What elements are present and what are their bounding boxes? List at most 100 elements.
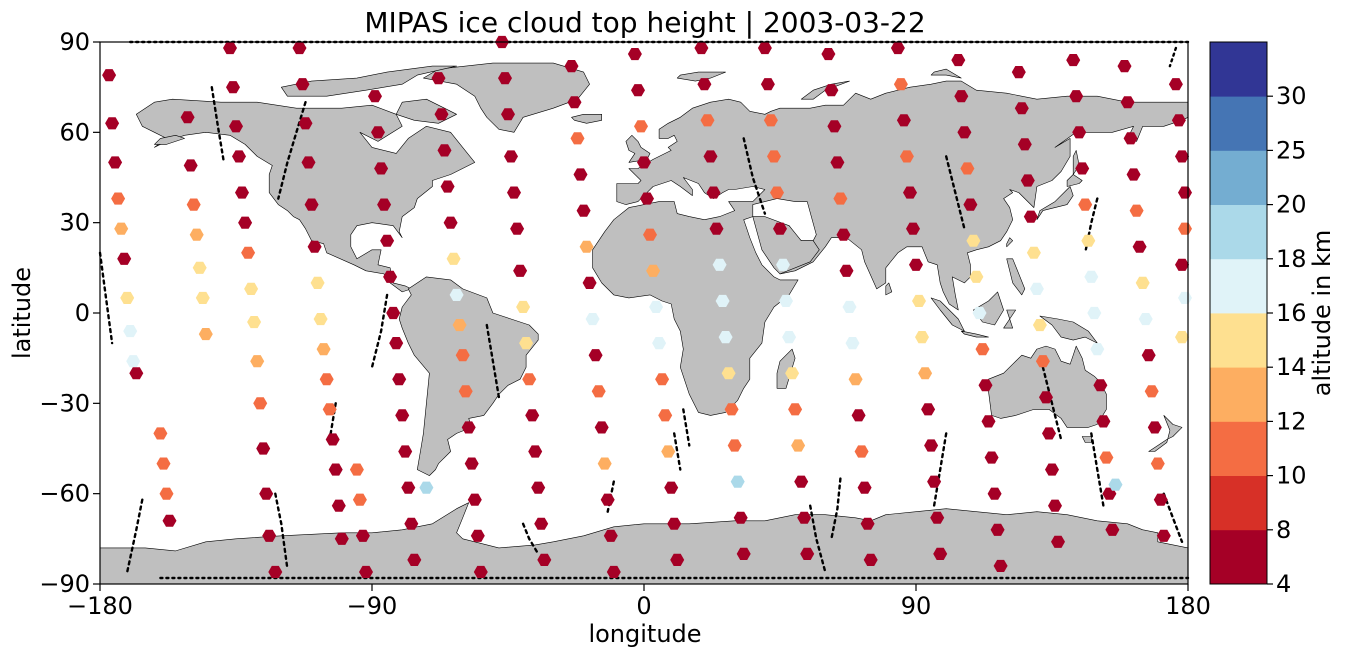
cloud-point-marker	[652, 337, 667, 350]
y-tick-label: 0	[75, 299, 90, 327]
colorbar-tick-label: 4	[1276, 570, 1291, 598]
cloud-point-marker	[733, 511, 748, 524]
cloud-point-marker	[845, 337, 860, 350]
great-britain-land	[625, 135, 651, 163]
cloud-point-marker	[1108, 478, 1123, 491]
cloud-point-marker	[842, 300, 857, 313]
cloud-point-marker	[978, 379, 993, 392]
cloud-point-marker	[736, 547, 751, 560]
cloud-point-marker	[863, 553, 878, 566]
cloud-point-marker	[1069, 90, 1084, 103]
cloud-point-marker	[407, 553, 422, 566]
cloud-point-marker	[700, 114, 715, 127]
colorbar-band	[1210, 475, 1267, 531]
cloud-point-marker	[727, 439, 742, 452]
cloud-point-marker	[1023, 210, 1038, 223]
cloud-point-marker	[513, 264, 528, 277]
cloud-point-marker	[268, 565, 283, 578]
cloud-point-marker	[951, 54, 966, 67]
cloud-point-marker	[570, 132, 585, 145]
colorbar-band	[1210, 421, 1267, 476]
cloud-point-marker	[655, 373, 670, 386]
cloud-point-marker	[446, 252, 461, 265]
cloud-point-marker	[473, 565, 488, 578]
cloud-point-marker	[189, 228, 204, 241]
cloud-point-marker	[839, 264, 854, 277]
cloud-point-marker	[1126, 168, 1141, 181]
hokkaido-land	[1066, 174, 1083, 187]
cloud-point-marker	[180, 111, 195, 124]
sumatra-land	[930, 297, 965, 332]
cloud-point-marker	[791, 439, 806, 452]
cloud-point-marker	[703, 150, 718, 163]
cloud-point-marker	[501, 108, 515, 121]
colorbar-tick-label: 12	[1276, 407, 1307, 435]
cloud-point-marker	[776, 258, 790, 271]
cloud-point-marker	[715, 294, 730, 307]
satellite-track	[809, 504, 827, 574]
cloud-point-marker	[368, 90, 382, 103]
cloud-point-marker	[1042, 427, 1056, 440]
cloud-point-marker	[114, 222, 129, 235]
alaska-peninsula-land	[154, 135, 185, 145]
cloud-point-marker	[504, 150, 518, 163]
cloud-point-marker	[600, 493, 615, 506]
cloud-point-marker	[319, 373, 334, 386]
cloud-point-marker	[573, 168, 588, 181]
cloud-point-marker	[389, 337, 404, 350]
cloud-point-marker	[349, 463, 364, 476]
cloud-point-marker	[431, 72, 446, 85]
cloud-point-marker	[525, 409, 540, 422]
colorbar-tick-label: 25	[1276, 136, 1307, 164]
world-land-map	[99, 62, 1189, 585]
cloud-point-marker	[857, 481, 872, 494]
cloud-point-marker	[1129, 204, 1144, 217]
cloud-point-marker	[757, 42, 772, 55]
chart-title: MIPAS ice cloud top height | 2003-03-22	[364, 6, 925, 39]
cloud-point-marker	[990, 523, 1005, 536]
y-tick-label: 90	[59, 28, 90, 56]
satellite-track	[932, 432, 948, 507]
arctic-islands-land	[280, 65, 457, 97]
cloud-point-marker	[821, 48, 836, 61]
cloud-point-marker	[773, 222, 787, 235]
cloud-point-marker	[262, 529, 277, 542]
cloud-point-marker	[352, 493, 367, 506]
cloud-point-marker	[355, 529, 370, 542]
colorbar-tick-label: 16	[1276, 299, 1307, 327]
cloud-point-marker	[854, 445, 869, 458]
cloud-point-marker	[927, 475, 942, 488]
satellite-track	[125, 498, 144, 574]
cloud-point-marker	[298, 117, 313, 130]
cloud-point-marker	[1099, 451, 1114, 464]
cloud-point-marker	[404, 517, 419, 530]
cloud-point-marker	[223, 42, 237, 55]
satellite-track	[274, 492, 289, 571]
java-land	[960, 330, 989, 338]
plot-area	[98, 35, 1192, 585]
x-tick-label: 90	[901, 592, 932, 620]
cloud-point-marker	[371, 126, 385, 139]
satellite-track	[485, 323, 501, 399]
colorbar-tick-label: 18	[1276, 245, 1307, 273]
cloud-point-marker	[782, 331, 797, 344]
cloud-point-marker	[788, 403, 803, 416]
cloud-point-marker	[129, 367, 144, 380]
cloud-point-marker	[709, 222, 724, 235]
cloud-point-marker	[640, 192, 654, 205]
cloud-point-marker	[933, 547, 948, 560]
cloud-point-marker	[247, 316, 262, 329]
cloud-point-marker	[1029, 282, 1044, 295]
cloud-point-marker	[1017, 138, 1032, 151]
satellite-track	[277, 100, 307, 200]
cloud-point-marker	[295, 78, 310, 91]
satellite-track	[1168, 46, 1178, 68]
cloud-point-marker	[987, 487, 1002, 500]
cloud-point-marker	[836, 228, 851, 241]
cloud-point-marker	[105, 117, 120, 130]
cloud-point-marker	[334, 532, 349, 545]
cloud-point-marker	[322, 403, 337, 416]
satellite-track	[521, 522, 540, 556]
cloud-point-marker	[1078, 198, 1093, 211]
cloud-point-marker	[924, 439, 939, 452]
